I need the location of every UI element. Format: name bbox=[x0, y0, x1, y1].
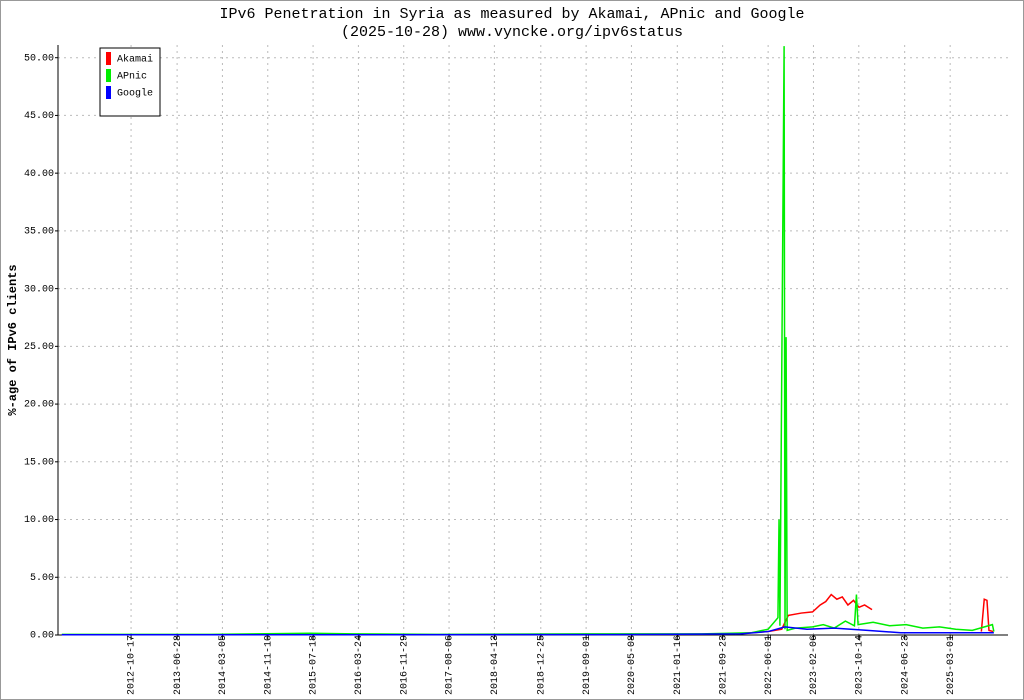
legend-label: Akamai bbox=[117, 54, 153, 66]
x-tick-label: 2021-09-23 bbox=[718, 635, 729, 695]
x-tick-label: 2014-11-10 bbox=[263, 635, 274, 695]
y-tick-label: 0.00 bbox=[30, 631, 54, 642]
x-tick-label: 2019-09-01 bbox=[582, 635, 593, 695]
x-tick-label: 2023-10-14 bbox=[854, 635, 865, 695]
x-tick-label: 2020-05-08 bbox=[627, 635, 638, 695]
series-line bbox=[61, 626, 994, 636]
x-tick-label: 2023-02-06 bbox=[809, 635, 820, 695]
x-tick-label: 2014-03-05 bbox=[218, 635, 229, 695]
x-tick-label: 2021-01-16 bbox=[673, 635, 684, 695]
legend-swatch bbox=[106, 86, 111, 99]
x-tick-label: 2017-08-06 bbox=[445, 635, 456, 695]
y-tick-label: 20.00 bbox=[24, 400, 54, 411]
x-tick-label: 2016-11-29 bbox=[399, 635, 410, 695]
chart-subtitle: (2025-10-28) www.vyncke.org/ipv6status bbox=[341, 24, 683, 41]
x-tick-label: 2022-06-01 bbox=[764, 635, 775, 695]
y-tick-label: 35.00 bbox=[24, 227, 54, 238]
y-tick-label: 25.00 bbox=[24, 342, 54, 353]
x-tick-label: 2018-04-13 bbox=[490, 635, 501, 695]
y-tick-label: 10.00 bbox=[24, 515, 54, 526]
x-tick-label: 2025-03-01 bbox=[946, 635, 957, 695]
y-axis-label: %-age of IPv6 clients bbox=[6, 264, 20, 415]
legend-swatch bbox=[106, 69, 111, 82]
x-tick-label: 2012-10-17 bbox=[127, 635, 138, 695]
legend-label: APnic bbox=[117, 71, 147, 83]
x-tick-label: 2015-07-18 bbox=[309, 635, 320, 695]
y-tick-label: 45.00 bbox=[24, 111, 54, 122]
y-tick-label: 50.00 bbox=[24, 53, 54, 64]
legend: Akamai APnic Google bbox=[99, 47, 161, 117]
y-tick-label: 5.00 bbox=[30, 573, 54, 584]
chart-title: IPv6 Penetration in Syria as measured by… bbox=[219, 6, 804, 23]
x-tick-label: 2024-06-23 bbox=[900, 635, 911, 695]
legend-swatch bbox=[106, 52, 111, 65]
x-tick-label: 2018-12-25 bbox=[536, 635, 547, 695]
legend-label: Google bbox=[117, 88, 153, 100]
y-tick-label: 15.00 bbox=[24, 457, 54, 468]
y-tick-label: 30.00 bbox=[24, 284, 54, 295]
x-tick-label: 2016-03-24 bbox=[354, 635, 365, 695]
x-tick-label: 2013-06-28 bbox=[173, 635, 184, 695]
y-tick-label: 40.00 bbox=[24, 169, 54, 180]
